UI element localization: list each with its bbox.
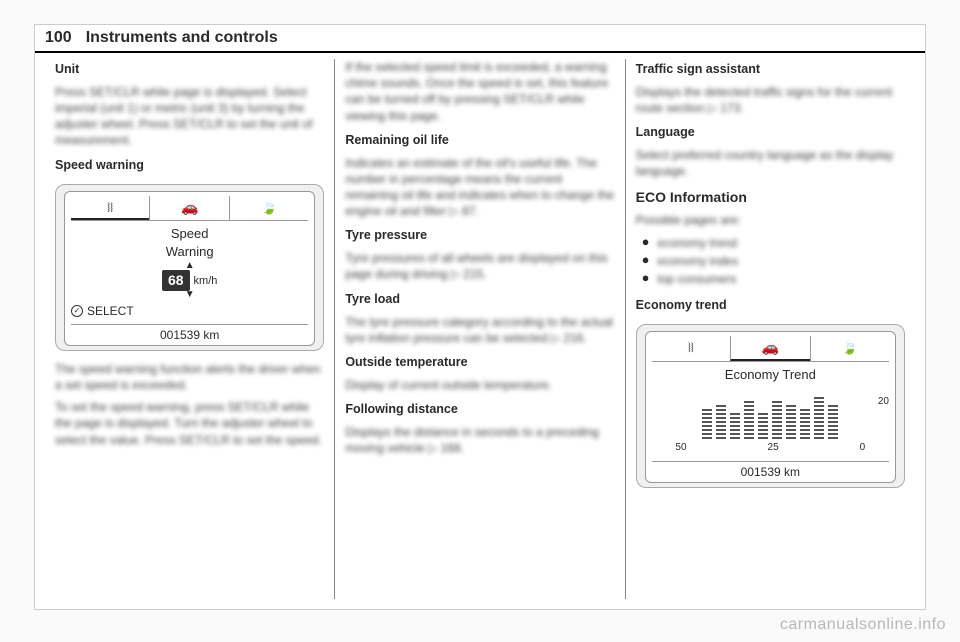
column-2: If the selected speed limit is exceeded,… (334, 59, 624, 599)
eco-item-2: top consumers (658, 271, 737, 287)
oil-title: Remaining oil life (345, 132, 614, 149)
chart-bar (800, 409, 810, 439)
economy-bars: 20 (652, 389, 889, 439)
check-circle-icon: ✓ (71, 305, 83, 317)
car-icon: 🚗 (762, 339, 779, 355)
eco-title: ECO Information (636, 188, 905, 207)
odometer: 001539 km (652, 461, 889, 480)
x-left: 50 (675, 441, 686, 455)
speed-figure-screen: ⧘⧘ 🚗 🍃 Speed Warning ▲ 68 km/h ▼ (64, 191, 315, 346)
following-text: Displays the distance in seconds to a pr… (345, 424, 614, 456)
bullet-icon: ● (642, 271, 650, 287)
speed-value: 68 (162, 270, 190, 291)
section-speed-title: Speed warning (55, 157, 324, 174)
traffic-text: Displays the detected traffic signs for … (636, 84, 905, 116)
chart-bar (814, 397, 824, 439)
bullet-icon: ● (642, 253, 650, 269)
speed-unit: km/h (194, 274, 218, 289)
manual-page: 100 Instruments and controls Unit Press … (34, 24, 926, 610)
figure-tabs: ⧘⧘ 🚗 🍃 (652, 336, 889, 362)
odometer: 001539 km (71, 324, 308, 343)
triangle-down-icon: ▼ (185, 291, 195, 299)
economy-trend-figure: ⧘⧘ 🚗 🍃 Economy Trend 20 50 25 0 (636, 324, 905, 488)
eco-list: ● economy trend ● economy index ● top consu… (642, 235, 905, 290)
leaf-icon: 🍃 (261, 200, 277, 215)
y-scale-label: 20 (878, 395, 889, 409)
leaf-tab: 🍃 (229, 196, 308, 221)
traffic-title: Traffic sign assistant (636, 61, 905, 78)
select-row: ✓ SELECT (71, 303, 308, 319)
following-title: Following distance (345, 401, 614, 418)
chart-bar (744, 399, 754, 439)
tyre-load-title: Tyre load (345, 291, 614, 308)
watermark: carmanualsonline.info (780, 616, 946, 634)
speed-figure-label1: Speed (71, 225, 308, 243)
economy-chart: 20 50 25 0 (652, 385, 889, 457)
chapter-title: Instruments and controls (86, 29, 278, 47)
speed-value-block: ▲ 68 km/h ▼ (71, 262, 308, 299)
triangle-up-icon: ▲ (185, 262, 195, 270)
content-columns: Unit Press SET/CLR while page is display… (35, 53, 925, 607)
chart-bar (730, 411, 740, 439)
chart-bar (828, 403, 838, 439)
tyre-pressure-title: Tyre pressure (345, 227, 614, 244)
eco-intro: Possible pages are: (636, 212, 905, 228)
car-icon: 🚗 (181, 199, 198, 215)
page-header: 100 Instruments and controls (35, 25, 925, 53)
lane-icon: ⧘⧘ (683, 338, 699, 357)
chart-bar (702, 407, 712, 439)
x-right: 0 (860, 441, 866, 455)
language-title: Language (636, 124, 905, 141)
x-mid: 25 (768, 441, 779, 455)
speed-figure-label2: Warning (71, 243, 308, 261)
chart-bar (716, 403, 726, 439)
oil-text: Indicates an estimate of the oil's usefu… (345, 155, 614, 220)
tyre-load-text: The tyre pressure category according to … (345, 314, 614, 346)
car-tab: 🚗 (730, 336, 809, 361)
lane-icon: ⧘⧘ (102, 198, 118, 217)
chart-bar (772, 401, 782, 439)
bullet-icon: ● (642, 235, 650, 251)
section-unit-text: Press SET/CLR while page is displayed. S… (55, 84, 324, 149)
speed-warning-figure: ⧘⧘ 🚗 🍃 Speed Warning ▲ 68 km/h ▼ (55, 184, 324, 351)
outside-text: Display of current outside temperature. (345, 377, 614, 393)
outside-title: Outside temperature (345, 354, 614, 371)
column-3: Traffic sign assistant Displays the dete… (625, 59, 915, 599)
chart-bar (786, 405, 796, 439)
speed-exceeded-text: If the selected speed limit is exceeded,… (345, 59, 614, 124)
leaf-tab: 🍃 (810, 336, 889, 361)
car-tab: 🚗 (149, 196, 228, 221)
page-number: 100 (45, 29, 72, 47)
speed-value-row: 68 km/h (162, 270, 217, 291)
list-item: ● top consumers (642, 271, 905, 287)
chart-bar (758, 413, 768, 439)
eco-item-1: economy index (658, 253, 739, 269)
economy-figure-heading: Economy Trend (652, 366, 889, 384)
lane-tab: ⧘⧘ (71, 196, 149, 221)
list-item: ● economy trend (642, 235, 905, 251)
eco-item-0: economy trend (658, 235, 737, 251)
select-label: SELECT (87, 303, 134, 319)
list-item: ● economy index (642, 253, 905, 269)
tyre-pressure-text: Tyre pressures of all wheels are display… (345, 250, 614, 282)
speed-p2: To set the speed warning, press SET/CLR … (55, 399, 324, 448)
language-text: Select preferred country language as the… (636, 147, 905, 179)
x-scale: 50 25 0 (675, 441, 865, 455)
leaf-icon: 🍃 (842, 340, 858, 355)
figure-tabs: ⧘⧘ 🚗 🍃 (71, 196, 308, 222)
speed-p1: The speed warning function alerts the dr… (55, 361, 324, 393)
economy-figure-screen: ⧘⧘ 🚗 🍃 Economy Trend 20 50 25 0 (645, 331, 896, 483)
lane-tab: ⧘⧘ (652, 336, 730, 361)
section-unit-title: Unit (55, 61, 324, 78)
economy-trend-title: Economy trend (636, 297, 905, 314)
column-1: Unit Press SET/CLR while page is display… (45, 59, 334, 599)
